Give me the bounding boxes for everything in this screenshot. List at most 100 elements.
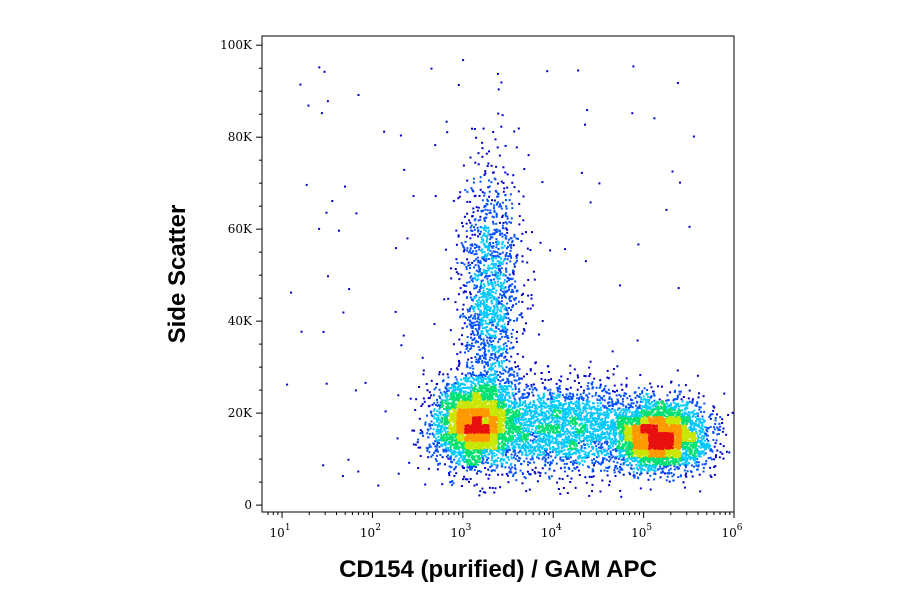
data-point bbox=[477, 359, 480, 362]
data-point bbox=[636, 409, 639, 412]
data-point bbox=[484, 271, 487, 274]
data-point bbox=[572, 423, 575, 425]
data-point bbox=[548, 415, 551, 418]
data-point bbox=[499, 282, 502, 284]
data-point bbox=[482, 293, 485, 295]
data-point bbox=[489, 279, 492, 282]
data-point bbox=[503, 313, 506, 316]
data-point bbox=[435, 432, 438, 435]
data-point bbox=[562, 430, 564, 432]
data-point bbox=[440, 427, 443, 430]
data-point bbox=[529, 402, 532, 405]
data-point bbox=[665, 407, 668, 410]
data-point bbox=[482, 313, 485, 316]
data-point bbox=[480, 332, 483, 334]
data-point bbox=[466, 361, 469, 364]
data-point bbox=[705, 429, 708, 431]
data-point bbox=[501, 473, 504, 476]
data-point bbox=[494, 380, 497, 383]
data-point bbox=[531, 441, 534, 444]
data-point bbox=[534, 419, 537, 422]
data-points bbox=[286, 59, 734, 498]
data-point bbox=[480, 296, 483, 299]
data-point bbox=[584, 476, 587, 479]
data-point bbox=[516, 374, 519, 377]
data-point bbox=[712, 431, 715, 433]
data-point bbox=[445, 455, 448, 458]
data-point bbox=[473, 284, 476, 287]
data-point bbox=[541, 418, 544, 421]
data-point bbox=[593, 405, 596, 408]
data-point bbox=[534, 412, 537, 415]
data-point bbox=[541, 432, 544, 435]
data-point bbox=[565, 435, 568, 438]
data-point bbox=[502, 304, 505, 307]
data-point bbox=[596, 425, 599, 428]
data-point bbox=[491, 335, 494, 338]
data-point bbox=[400, 344, 403, 347]
data-point bbox=[448, 465, 451, 468]
data-point bbox=[650, 396, 653, 399]
data-point bbox=[463, 461, 466, 463]
data-point bbox=[503, 258, 506, 261]
data-point bbox=[453, 475, 456, 477]
data-point bbox=[591, 468, 594, 471]
data-point bbox=[485, 363, 488, 365]
data-point bbox=[611, 407, 614, 410]
data-point bbox=[533, 410, 536, 413]
data-point bbox=[616, 467, 619, 470]
data-point bbox=[480, 241, 483, 244]
data-point bbox=[542, 392, 545, 395]
data-point bbox=[576, 393, 579, 396]
data-point bbox=[632, 473, 635, 476]
data-point bbox=[463, 248, 466, 251]
data-point bbox=[637, 461, 640, 464]
data-point bbox=[466, 466, 469, 469]
data-point bbox=[614, 411, 617, 414]
data-point bbox=[694, 462, 697, 464]
data-point bbox=[505, 237, 508, 240]
data-point bbox=[445, 120, 448, 123]
data-point bbox=[591, 432, 594, 435]
data-point bbox=[572, 427, 575, 430]
data-point bbox=[586, 435, 589, 438]
data-point bbox=[601, 413, 604, 416]
data-point bbox=[581, 459, 584, 462]
data-point bbox=[546, 438, 549, 441]
data-point bbox=[446, 382, 449, 385]
data-point bbox=[554, 439, 557, 442]
data-point bbox=[563, 418, 566, 421]
data-point bbox=[501, 305, 504, 308]
data-point bbox=[529, 461, 532, 464]
data-point bbox=[510, 380, 513, 383]
data-point bbox=[562, 424, 565, 427]
data-point bbox=[444, 449, 447, 452]
data-point bbox=[523, 421, 526, 424]
data-point bbox=[531, 415, 534, 418]
data-point bbox=[491, 347, 494, 349]
data-point bbox=[652, 469, 655, 472]
data-point bbox=[563, 449, 566, 452]
data-point bbox=[480, 317, 483, 320]
data-point bbox=[487, 269, 490, 272]
data-point bbox=[543, 411, 546, 414]
data-point bbox=[513, 379, 516, 382]
data-point bbox=[499, 375, 502, 378]
data-point bbox=[560, 459, 563, 462]
data-point bbox=[430, 67, 433, 70]
data-point bbox=[501, 251, 504, 254]
data-point bbox=[689, 422, 692, 425]
data-point bbox=[620, 434, 623, 437]
data-point bbox=[465, 266, 468, 269]
data-point bbox=[704, 448, 706, 451]
data-point bbox=[525, 407, 528, 410]
data-point bbox=[517, 390, 520, 393]
data-point bbox=[693, 425, 696, 428]
data-point bbox=[511, 447, 514, 450]
data-point bbox=[492, 242, 495, 244]
data-point bbox=[619, 438, 622, 441]
data-point bbox=[549, 462, 552, 465]
data-point bbox=[489, 282, 492, 284]
data-point bbox=[599, 490, 602, 493]
data-point bbox=[493, 330, 496, 332]
